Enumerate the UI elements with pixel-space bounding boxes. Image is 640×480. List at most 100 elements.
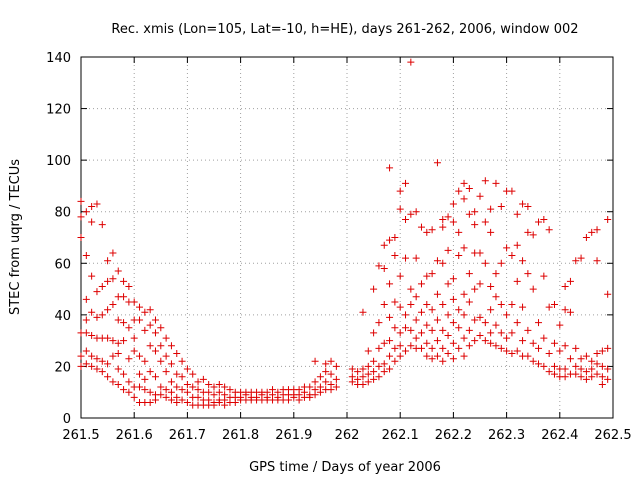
data-point: [120, 277, 128, 285]
data-point: [449, 355, 457, 363]
x-axis-label: GPS time / Days of year 2006: [249, 460, 441, 475]
y-tick-label: 80: [54, 206, 71, 221]
data-point: [550, 301, 558, 309]
data-point: [545, 226, 553, 234]
data-point: [332, 362, 340, 370]
data-point: [290, 393, 298, 401]
data-point: [109, 352, 117, 360]
data-point: [407, 342, 415, 350]
data-point: [98, 357, 106, 365]
data-point: [327, 357, 335, 365]
data-point: [125, 388, 133, 396]
data-point: [407, 58, 415, 66]
data-point: [348, 378, 356, 386]
data-point: [157, 324, 165, 332]
data-point: [109, 378, 117, 386]
data-point: [146, 342, 154, 350]
data-point: [508, 301, 516, 309]
x-tick-label: 262: [335, 428, 360, 443]
data-point: [386, 280, 394, 288]
data-point: [545, 368, 553, 376]
data-point: [402, 347, 410, 355]
data-point: [386, 164, 394, 172]
data-point: [455, 306, 463, 314]
data-point: [566, 277, 574, 285]
data-point: [386, 236, 394, 244]
data-point: [189, 370, 197, 378]
data-point: [433, 290, 441, 298]
data-point: [88, 331, 96, 339]
data-point: [77, 362, 85, 370]
data-point: [205, 380, 213, 388]
data-point: [417, 344, 425, 352]
data-point: [604, 365, 612, 373]
data-point: [572, 344, 580, 352]
data-point: [481, 218, 489, 226]
data-point: [465, 298, 473, 306]
data-point: [215, 380, 223, 388]
data-point: [88, 203, 96, 211]
data-point: [396, 329, 404, 337]
data-point: [455, 324, 463, 332]
data-point: [497, 203, 505, 211]
data-point: [114, 339, 122, 347]
x-tick-label: 261.7: [169, 428, 206, 443]
data-point: [162, 386, 170, 394]
data-point: [136, 370, 144, 378]
x-tick-label: 261.5: [62, 428, 99, 443]
data-point: [183, 365, 191, 373]
data-point: [151, 347, 159, 355]
data-point: [215, 399, 223, 407]
data-point: [146, 399, 154, 407]
data-point: [391, 252, 399, 260]
data-point: [492, 293, 500, 301]
data-point: [561, 342, 569, 350]
data-point: [503, 311, 511, 319]
data-point: [566, 355, 574, 363]
data-point: [582, 375, 590, 383]
data-point: [364, 347, 372, 355]
data-point: [588, 357, 596, 365]
data-point: [221, 401, 229, 409]
data-point: [471, 337, 479, 345]
data-point: [476, 192, 484, 200]
data-point: [178, 386, 186, 394]
y-tick-label: 40: [54, 309, 71, 324]
data-point: [481, 259, 489, 267]
data-point: [439, 215, 447, 223]
data-point: [439, 357, 447, 365]
data-point: [487, 282, 495, 290]
data-point: [423, 301, 431, 309]
data-points: [77, 58, 612, 409]
data-point: [497, 344, 505, 352]
data-point: [391, 234, 399, 241]
data-point: [439, 223, 447, 231]
data-point: [151, 373, 159, 381]
data-point: [141, 326, 149, 334]
data-point: [572, 370, 580, 378]
data-point: [120, 293, 128, 301]
data-point: [98, 221, 106, 229]
data-point: [88, 218, 96, 226]
data-point: [593, 226, 601, 234]
data-point: [577, 355, 585, 363]
data-point: [125, 324, 133, 332]
data-point: [375, 262, 383, 270]
data-point: [417, 223, 425, 231]
data-point: [582, 234, 590, 241]
data-point: [194, 386, 202, 394]
data-point: [487, 329, 495, 337]
data-point: [104, 334, 112, 342]
data-point: [572, 362, 580, 370]
data-point: [396, 272, 404, 280]
data-point: [513, 277, 521, 285]
data-point: [582, 352, 590, 360]
data-point: [561, 365, 569, 373]
data-point: [423, 339, 431, 347]
data-point: [146, 368, 154, 376]
data-point: [588, 228, 596, 236]
data-point: [151, 396, 159, 404]
data-point: [513, 210, 521, 218]
data-point: [167, 360, 175, 368]
data-point: [125, 282, 133, 290]
